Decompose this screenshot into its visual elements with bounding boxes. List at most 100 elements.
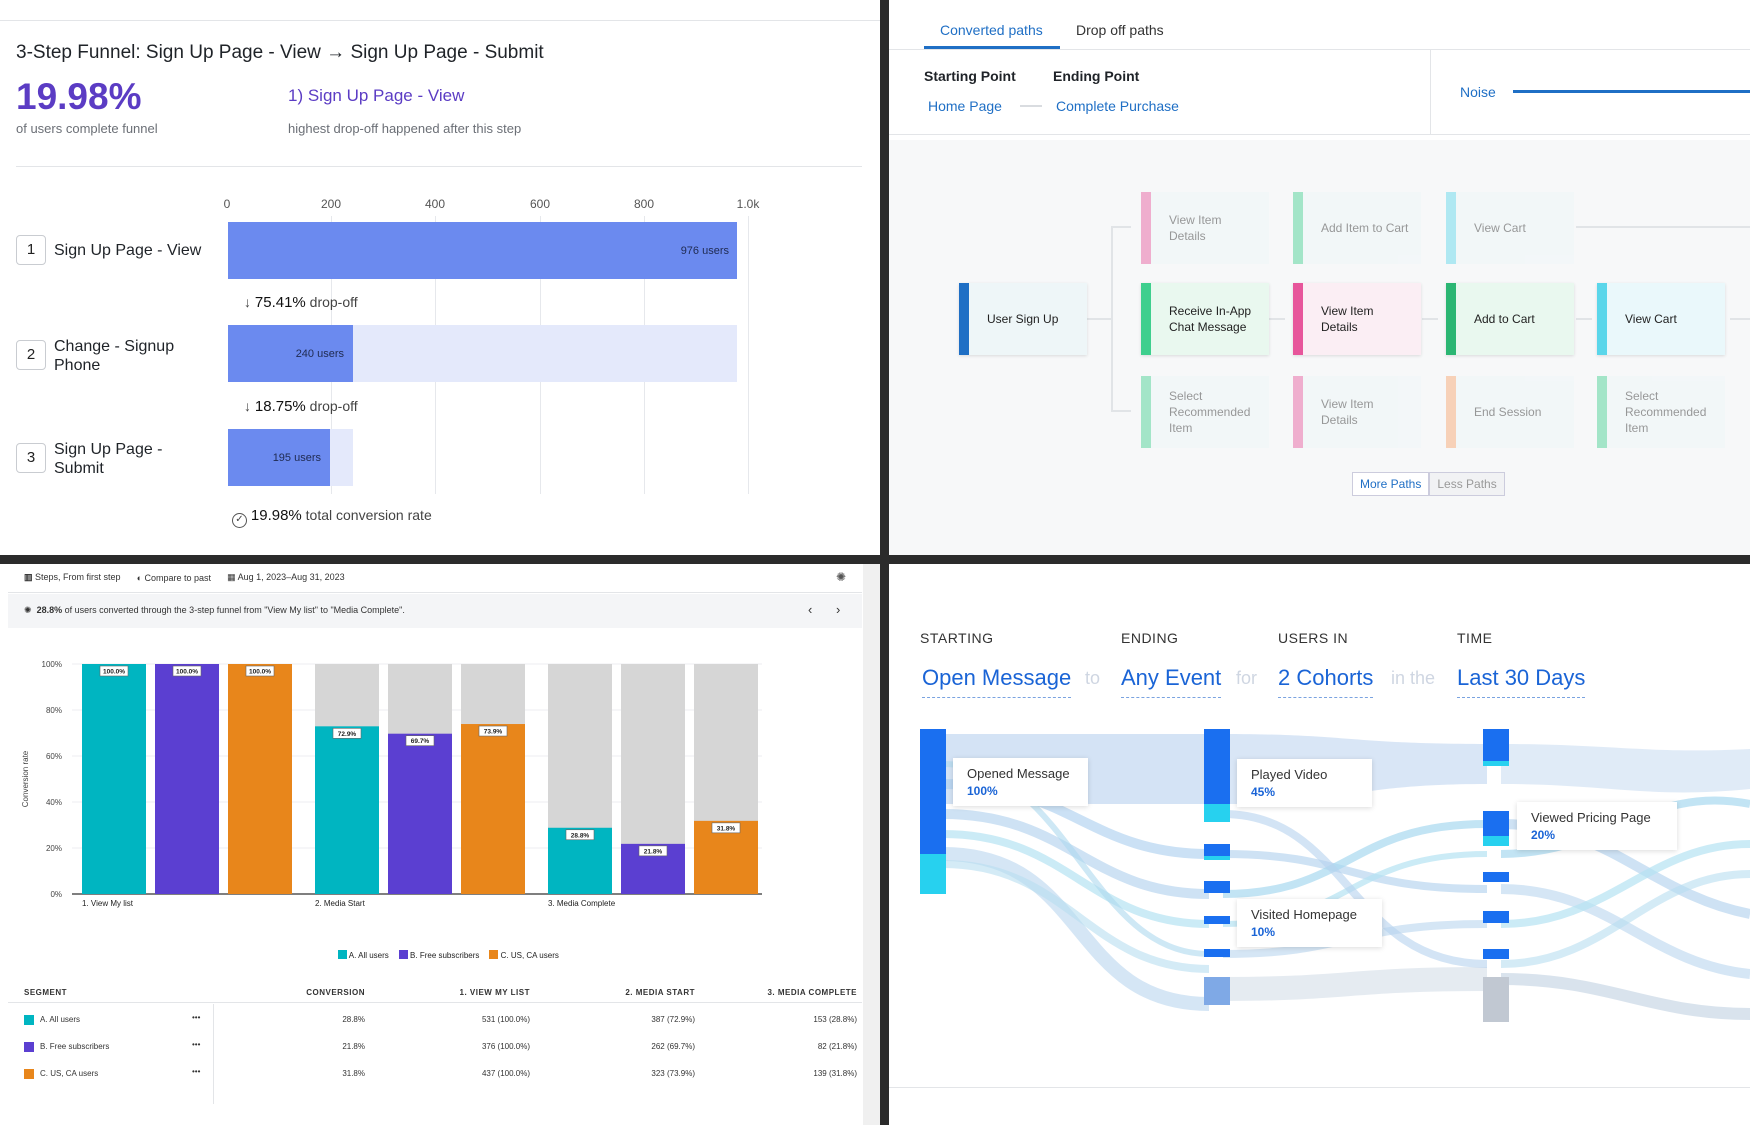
step-label: Sign Up Page - Submit xyxy=(54,441,163,477)
ending-value[interactable]: Any Event xyxy=(1121,665,1222,698)
users-value[interactable]: 2 Cohorts xyxy=(1278,665,1374,698)
time-label: TIME xyxy=(1457,630,1493,646)
path-node[interactable]: View Item Details xyxy=(1293,376,1421,448)
funnel-bar[interactable] xyxy=(228,429,330,486)
table-row[interactable]: A. All users ••• 28.8% 531 (100.0%) 387 … xyxy=(24,1012,862,1030)
data-label: 100.0% xyxy=(249,669,271,676)
noise-label: Noise xyxy=(1460,84,1496,100)
noise-slider[interactable] xyxy=(1513,90,1750,93)
compare-toggle[interactable]: ◐ Compare to past xyxy=(137,573,212,583)
tooltip-pct: 45% xyxy=(1251,785,1276,799)
path-node[interactable]: Add Item to Cart xyxy=(1293,192,1421,264)
bar-value: 976 users xyxy=(680,245,729,257)
node-color-strip xyxy=(1141,192,1151,264)
lightbulb-icon[interactable]: ✺ xyxy=(836,570,847,584)
axis-tick: 600 xyxy=(529,197,551,211)
chart-toolbar: ▥ Steps, From first step ◐ Compare to pa… xyxy=(24,572,345,583)
more-options-icon[interactable]: ••• xyxy=(192,1013,201,1022)
node-label: View Cart xyxy=(1474,221,1526,235)
path-node[interactable]: View Item Details xyxy=(1141,192,1269,264)
starting-point-value[interactable]: Home Page xyxy=(928,98,1002,114)
legend-label: B. Free subscribers xyxy=(410,951,480,960)
date-range-picker[interactable]: ▦ Aug 1, 2023–Aug 31, 2023 xyxy=(227,572,345,583)
chevron-right-icon[interactable]: › xyxy=(836,602,841,617)
table-row[interactable]: C. US, CA users ••• 31.8% 437 (100.0%) 3… xyxy=(24,1066,862,1084)
flow xyxy=(1501,744,1750,793)
legend-swatch xyxy=(338,950,347,959)
more-options-icon[interactable]: ••• xyxy=(192,1067,201,1076)
dropoff-row: ↓ 75.41% drop-off xyxy=(244,294,358,311)
y-tick-label: 60% xyxy=(46,752,62,761)
table-header: 3. MEDIA COMPLETE xyxy=(767,988,857,997)
path-node[interactable]: Add to Cart xyxy=(1446,283,1574,355)
funnel-panel: 3-Step Funnel: Sign Up Page - View → Sig… xyxy=(0,0,880,555)
path-node[interactable]: View Item Details xyxy=(1293,283,1421,355)
legend-item[interactable]: C. US, CA users xyxy=(489,950,559,960)
funnel-bar[interactable] xyxy=(228,325,354,382)
time-value[interactable]: Last 30 Days xyxy=(1457,665,1586,698)
axis-tick: 400 xyxy=(424,197,446,211)
path-node-root[interactable]: User Sign Up xyxy=(959,283,1087,355)
dropoff-text: drop-off xyxy=(309,294,358,310)
flow xyxy=(1500,973,1750,1020)
steps-label: Steps, From first step xyxy=(35,572,121,582)
cell-step1: 376 (100.0%) xyxy=(481,1042,530,1051)
flow xyxy=(1222,850,1488,893)
starting-value[interactable]: Open Message xyxy=(922,665,1072,698)
path-node[interactable]: Select Recommended Item xyxy=(1597,376,1725,448)
cell-conversion: 28.8% xyxy=(342,1015,365,1024)
flow xyxy=(942,847,1210,1011)
steps-selector[interactable]: ▥ Steps, From first step xyxy=(24,572,121,583)
node-label: View Cart xyxy=(1625,312,1677,326)
chevron-left-icon[interactable]: ‹ xyxy=(808,602,813,617)
legend-swatch xyxy=(398,950,408,959)
paths-panel: Converted paths Drop off paths Starting … xyxy=(889,0,1750,555)
more-paths-button[interactable]: More Paths xyxy=(1352,472,1430,496)
cell-step2: 262 (69.7%) xyxy=(651,1042,695,1051)
dropoff-step-link[interactable]: 1) Sign Up Page - View xyxy=(288,86,465,105)
node-color-strip xyxy=(1293,192,1303,264)
bar xyxy=(155,664,219,894)
path-node[interactable]: Select Recommended Item xyxy=(1141,376,1269,448)
dropoff-row: ↓ 18.75% drop-off xyxy=(244,398,358,415)
path-node[interactable]: View Cart xyxy=(1446,192,1574,264)
sankey-node xyxy=(1483,949,1509,959)
path-count-controls: More Paths Less Paths xyxy=(1352,472,1505,496)
tab-drop-off-paths[interactable]: Drop off paths xyxy=(1076,22,1164,38)
ending-point-value[interactable]: Complete Purchase xyxy=(1056,98,1179,114)
flow xyxy=(1222,820,1488,898)
starting-point-label: Starting Point xyxy=(924,68,1016,84)
data-label: 28.8% xyxy=(571,832,590,839)
segment-name: A. All users xyxy=(40,1015,81,1024)
path-node[interactable]: Receive In-App Chat Message xyxy=(1141,283,1269,355)
tooltip-viewed-pricing: Viewed Pricing Page 20% xyxy=(1517,802,1677,850)
node-color-strip xyxy=(1293,283,1303,355)
flow xyxy=(1500,884,1750,979)
scrollbar[interactable] xyxy=(863,564,880,1125)
bar-chart-icon: ▥ xyxy=(24,572,33,582)
less-paths-button[interactable]: Less Paths xyxy=(1429,472,1505,496)
bar-value: 195 users xyxy=(272,452,321,464)
tab-converted-paths[interactable]: Converted paths xyxy=(940,22,1043,38)
bar xyxy=(82,664,146,894)
legend-label: C. US, CA users xyxy=(500,951,559,960)
step-number: 1 xyxy=(16,235,46,265)
cell-step2: 323 (73.9%) xyxy=(651,1069,695,1078)
data-label-box xyxy=(245,665,275,677)
table-row[interactable]: B. Free subscribers ••• 21.8% 376 (100.0… xyxy=(24,1039,862,1057)
more-options-icon[interactable]: ••• xyxy=(192,1040,201,1049)
y-tick-label: 20% xyxy=(46,844,62,853)
sankey-node xyxy=(1483,811,1509,836)
funnel-bar[interactable] xyxy=(228,222,738,279)
node-label: User Sign Up xyxy=(987,312,1059,326)
path-node[interactable]: View Cart xyxy=(1597,283,1725,355)
legend-item[interactable]: B. Free subscribers xyxy=(398,950,480,960)
flow xyxy=(942,830,1210,928)
sankey-node xyxy=(1204,856,1230,860)
path-node[interactable]: End Session xyxy=(1446,376,1574,448)
tooltip-opened-message: Opened Message 100% xyxy=(953,758,1088,806)
legend-item[interactable]: A. All users xyxy=(338,950,389,960)
data-label: 69.7% xyxy=(411,738,430,745)
comparison-panel: ▥ Steps, From first step ◐ Compare to pa… xyxy=(0,564,880,1125)
data-label-box xyxy=(711,822,741,834)
